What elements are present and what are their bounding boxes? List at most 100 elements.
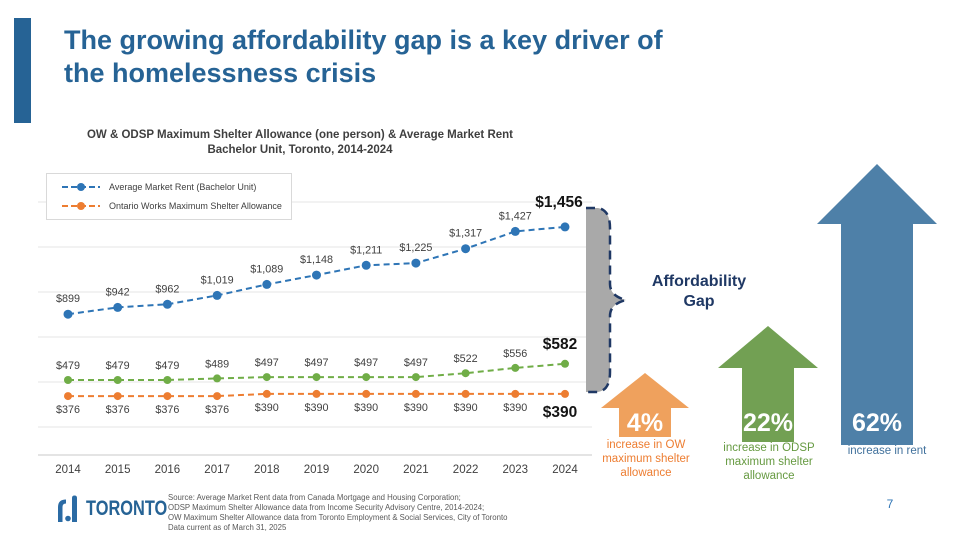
legend-item: Average Market Rent (Bachelor Unit) xyxy=(61,182,291,192)
data-point xyxy=(113,392,122,401)
chart-title-line1: OW & ODSP Maximum Shelter Allowance (one… xyxy=(86,129,514,141)
data-point xyxy=(511,389,520,398)
data-point xyxy=(262,279,272,289)
data-label: $376 xyxy=(56,404,80,416)
data-label: $390 xyxy=(354,402,378,414)
data-point xyxy=(212,290,222,300)
data-point xyxy=(312,270,321,280)
data-point xyxy=(64,392,72,401)
series-line xyxy=(68,392,565,398)
data-label: $479 xyxy=(56,360,80,372)
data-label: $390 xyxy=(255,402,279,414)
source-line: ODSP Maximum Shelter Allowance data from… xyxy=(168,503,485,512)
chart-title: OW & ODSP Maximum Shelter Allowance (one… xyxy=(30,128,570,158)
data-label: $390 xyxy=(304,402,328,414)
source-line: Source: Average Market Rent data from Ca… xyxy=(168,493,461,502)
data-point xyxy=(511,363,520,372)
line-chart: 2014 2015 2016 2017 2018 2019 2020 2021 2022 2023… xyxy=(38,194,592,476)
data-label: $497 xyxy=(304,357,328,369)
data-point xyxy=(162,299,172,309)
data-label: $489 xyxy=(205,358,229,370)
legend-label: Ontario Works Maximum Shelter Allowance xyxy=(109,200,282,211)
source-line: Data current as of March 31, 2025 xyxy=(168,523,287,532)
x-axis-tick: 2024 xyxy=(552,464,578,476)
data-label: $522 xyxy=(454,353,478,365)
data-label: $497 xyxy=(255,357,279,369)
data-point xyxy=(561,389,569,398)
x-axis-tick: 2017 xyxy=(204,464,230,476)
increase-arrows: 4% 22% 62% xyxy=(601,164,937,445)
page-title-line1: The growing affordability gap is a key d… xyxy=(64,25,663,55)
x-axis-tick: 2021 xyxy=(403,464,429,476)
data-point xyxy=(411,373,420,382)
chart-legend: Average Market Rent (Bachelor Unit) Ontar… xyxy=(46,173,292,220)
data-point xyxy=(213,374,222,383)
data-label: $497 xyxy=(404,357,428,369)
data-point xyxy=(362,373,371,382)
x-axis-tick: 2019 xyxy=(304,464,330,476)
data-label: $390 xyxy=(503,402,527,414)
rent-increase-caption: increase in rent xyxy=(847,445,927,457)
data-point xyxy=(362,389,371,398)
data-label: $1,019 xyxy=(201,274,234,286)
ow-increase-pct: 4% xyxy=(627,409,663,437)
data-label: $962 xyxy=(155,283,179,295)
series-line xyxy=(68,362,566,381)
data-label: $1,148 xyxy=(300,254,333,266)
data-point xyxy=(411,258,421,268)
legend-label: Average Market Rent (Bachelor Unit) xyxy=(109,182,257,193)
affordability-gap-label: Affordability Gap xyxy=(651,273,747,310)
data-point xyxy=(113,302,123,312)
data-label: $582 xyxy=(543,336,577,353)
legend-item: Ontario Works Maximum Shelter Allowance xyxy=(61,201,291,211)
x-axis-tick: 2020 xyxy=(353,464,379,476)
data-label: $1,456 xyxy=(535,194,583,211)
data-point xyxy=(163,392,172,401)
data-label: $390 xyxy=(404,402,428,414)
x-axis-tick: 2018 xyxy=(254,464,280,476)
data-point xyxy=(561,359,569,368)
data-label: $376 xyxy=(155,404,179,416)
data-point xyxy=(461,389,470,398)
rent-increase-pct: 62% xyxy=(852,409,902,437)
odsp-increase-caption: increase in ODSP maximum shelter allowan… xyxy=(723,442,815,482)
data-point xyxy=(461,369,470,378)
data-point xyxy=(262,389,271,398)
data-label: $1,225 xyxy=(399,242,432,254)
data-label: $390 xyxy=(543,404,577,421)
x-axis-tick: 2023 xyxy=(503,464,529,476)
odsp-increase-arrow xyxy=(718,326,818,442)
toronto-logo: TORONTO xyxy=(55,493,190,525)
data-point xyxy=(213,392,222,401)
data-label: $1,317 xyxy=(449,228,482,240)
rent-increase-arrow xyxy=(817,164,937,445)
page-title-line2: the homelessness crisis xyxy=(64,58,377,88)
data-label: $479 xyxy=(106,360,130,372)
affordability-gap-brace xyxy=(586,206,627,394)
data-label: $376 xyxy=(205,404,229,416)
series-line xyxy=(67,225,566,316)
data-label: $1,427 xyxy=(499,210,532,222)
data-label: $390 xyxy=(454,402,478,414)
page-title: The growing affordability gap is a key d… xyxy=(64,24,904,90)
title-accent-bar xyxy=(14,18,31,123)
data-point xyxy=(64,376,72,384)
data-point xyxy=(361,260,371,270)
data-point xyxy=(163,376,172,384)
data-point xyxy=(312,389,321,398)
ow-increase-caption: increase in OW maximum shelter allowance xyxy=(602,439,690,479)
ow-increase-arrow xyxy=(601,373,689,437)
x-axis-tick: 2016 xyxy=(155,464,181,476)
data-label: $942 xyxy=(106,286,130,298)
data-point xyxy=(113,376,122,384)
toronto-logo-text: TORONTO xyxy=(86,497,168,520)
legend-marker xyxy=(62,201,100,210)
odsp-increase-pct: 22% xyxy=(743,409,793,437)
source-text: Source: Average Market Rent data from Ca… xyxy=(168,493,507,533)
brace-fill-shape xyxy=(586,208,626,392)
data-point xyxy=(411,389,420,398)
data-label: $497 xyxy=(354,357,378,369)
x-axis-tick: 2015 xyxy=(105,464,131,476)
data-label: $899 xyxy=(56,293,80,305)
data-point xyxy=(560,222,570,232)
